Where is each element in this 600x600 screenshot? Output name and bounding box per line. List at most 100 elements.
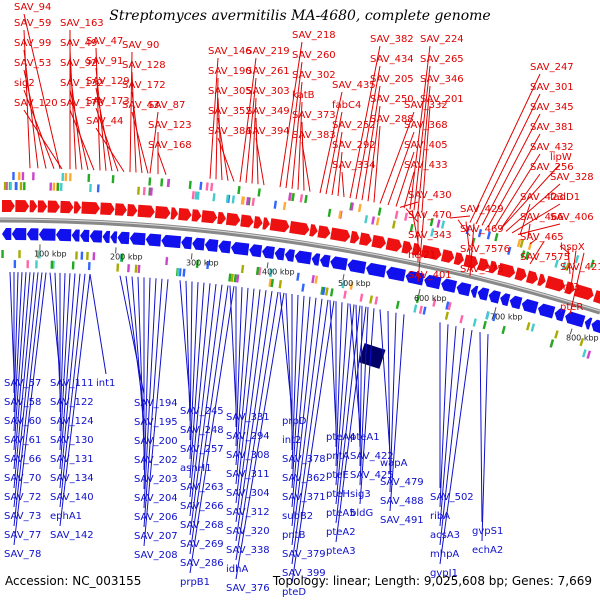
top-label-connector (215, 77, 219, 180)
feature-strip (56, 182, 60, 191)
feature-strip (251, 197, 255, 206)
bottom-feature-label: SAV_376 (226, 583, 270, 594)
forward-strand-track (1, 199, 600, 305)
bottom-label-connector (59, 273, 71, 451)
feature-strip (120, 253, 124, 262)
top-label-connector (319, 91, 343, 194)
feature-strip (231, 195, 235, 204)
top-feature-label: SAV_129 (86, 76, 130, 87)
top-label-connector (529, 238, 537, 245)
feature-strips (1, 172, 595, 359)
feature-strip (148, 177, 152, 186)
scale-tick-label: 500 kbp (338, 279, 371, 288)
reverse-gene-arrow (386, 266, 406, 282)
top-label-connector (297, 101, 303, 190)
reverse-gene-arrow (284, 249, 295, 262)
bottom-label-connector (179, 280, 191, 403)
top-label-connector (487, 133, 541, 228)
top-feature-label: SAV_260 (292, 50, 336, 61)
feature-strip (273, 200, 278, 209)
top-feature-label: SAV_423 (520, 192, 564, 203)
top-feature-label: SAV_302 (292, 70, 336, 81)
bottom-label-connector (235, 289, 261, 504)
reverse-gene-arrow (26, 228, 39, 241)
bottom-label-connector (189, 282, 199, 460)
top-feature-label: SAV_373 (292, 110, 336, 121)
bottom-label-connector (291, 296, 311, 508)
bottom-label-connector (359, 307, 369, 486)
feature-strip (68, 173, 72, 182)
top-label-connector (69, 109, 95, 171)
feature-strip (96, 184, 100, 193)
bottom-feature-label: SAV_130 (50, 435, 94, 446)
reverse-gene-arrow (500, 293, 511, 307)
feature-strip (61, 172, 65, 181)
top-label-connector (69, 49, 77, 170)
bottom-feature-label: SAV_131 (50, 454, 94, 465)
top-feature-label: SAV_470 (408, 210, 452, 221)
feature-strip (237, 185, 241, 195)
feature-strip (485, 311, 490, 320)
top-label-connector (417, 85, 431, 212)
feature-strip (210, 182, 214, 192)
feature-strip (364, 215, 369, 224)
top-feature-label: SAV_224 (420, 34, 464, 45)
top-label-connector (95, 67, 107, 171)
top-label-connector (379, 111, 415, 204)
forward-gene-arrow (592, 290, 600, 305)
bottom-feature-label: SAV_134 (50, 473, 94, 484)
bottom-label-connector (59, 273, 66, 432)
scale-tick-mark (266, 262, 269, 269)
feature-strip (527, 241, 533, 251)
feature-strip (111, 175, 115, 184)
reverse-gene-arrow (204, 239, 219, 252)
forward-gene-arrow (81, 201, 100, 215)
feature-strip (191, 191, 195, 200)
bottom-feature-label: pntB (282, 530, 306, 541)
bottom-label-connector (359, 305, 363, 467)
forward-gene-arrow (440, 249, 455, 263)
top-feature-label: SAV_94 (14, 2, 51, 13)
feature-strip (137, 264, 141, 274)
bottom-feature-label: SAV_70 (4, 473, 41, 484)
bottom-label-connector (335, 306, 367, 543)
top-feature-label: SAV_7575 (520, 252, 570, 263)
top-label-connector (69, 89, 89, 170)
feature-strip (257, 188, 261, 197)
bottom-label-connector (291, 299, 329, 565)
bottom-feature-label: SAV_124 (50, 416, 94, 427)
bottom-label-connector (235, 292, 285, 580)
reverse-feature-block (358, 343, 386, 369)
bottom-label-connector (439, 328, 465, 546)
feature-strip (422, 306, 427, 315)
reverse-gene-arrow (488, 290, 501, 304)
bottom-label-connector (235, 287, 243, 447)
top-feature-label: SAV_382 (370, 34, 414, 45)
top-feature-label: SAV_256 (530, 162, 574, 173)
top-feature-label: katB (292, 90, 315, 101)
forward-gene-arrow (201, 210, 218, 224)
scale-tick-mark (190, 253, 193, 260)
forward-gene-arrow (137, 204, 155, 218)
bottom-label-connector (54, 272, 61, 394)
top-label-connector (331, 131, 343, 196)
top-feature-label: SAV_292 (332, 140, 376, 151)
bottom-feature-label: prpD (282, 416, 307, 427)
bottom-label-connector (185, 280, 191, 422)
forward-gene-arrow (114, 203, 127, 216)
topology-summary: Topology: linear; Length: 9,025,608 bp; … (272, 574, 592, 588)
feature-strip (436, 219, 441, 228)
bottom-feature-label: SAV_122 (50, 397, 94, 408)
feature-strip (524, 251, 530, 260)
map-title: Streptomyces avermitilis MA-4680, comple… (109, 8, 491, 24)
feature-strip (574, 254, 580, 264)
top-label-connector (23, 109, 63, 170)
top-feature-label: SAV_288 (370, 114, 414, 125)
top-feature-label: SAV_469 (460, 224, 504, 235)
top-feature-label: SAV_384 (208, 126, 252, 137)
top-label-connector (255, 117, 259, 185)
forward-gene-arrow (317, 225, 331, 239)
scale-tick-label: 700 kbp (490, 312, 523, 321)
forward-gene-arrow (401, 240, 413, 254)
feature-strip (127, 264, 130, 273)
